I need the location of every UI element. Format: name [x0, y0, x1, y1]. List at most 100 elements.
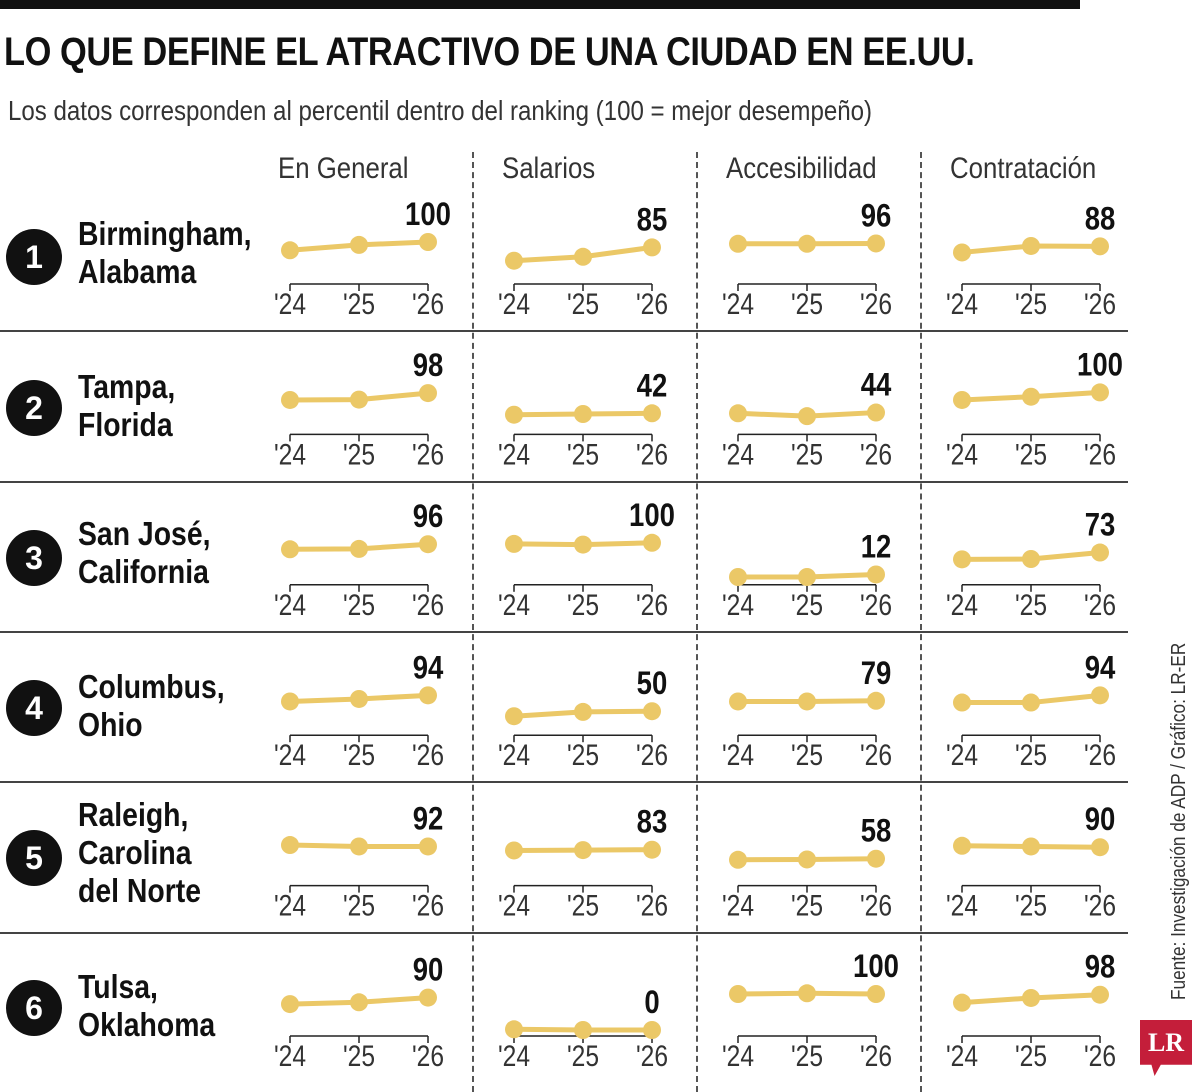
data-point: [798, 234, 816, 253]
data-label: 90: [1085, 802, 1116, 837]
column-header-accesibilidad: Accesibilidad: [726, 152, 877, 185]
x-tick-label: '24: [498, 888, 530, 922]
data-point: [798, 984, 816, 1003]
data-point: [729, 404, 747, 423]
page-title: LO QUE DEFINE EL ATRACTIVO DE UNA CIUDAD…: [4, 30, 975, 74]
x-tick-label: '26: [1084, 888, 1116, 922]
data-label: 12: [861, 530, 892, 565]
data-point: [1022, 550, 1040, 568]
data-label: 100: [629, 498, 675, 533]
data-point: [281, 836, 299, 855]
x-tick-label: '25: [567, 738, 599, 772]
x-tick-label: '24: [722, 888, 754, 922]
data-point: [867, 234, 885, 253]
data-point: [419, 535, 437, 554]
data-label: 98: [413, 348, 444, 383]
x-tick-label: '26: [636, 287, 668, 321]
data-point: [1022, 387, 1040, 406]
x-tick-label: '26: [860, 1039, 892, 1073]
row-divider: [0, 631, 1128, 633]
x-tick-label: '26: [412, 437, 444, 471]
data-label: 100: [1077, 348, 1123, 383]
x-tick-label: '24: [498, 1039, 530, 1073]
data-point: [505, 405, 523, 424]
x-tick-label: '26: [636, 738, 668, 772]
data-label: 58: [861, 814, 892, 849]
top-rule: [0, 0, 1080, 9]
x-tick-label: '24: [274, 738, 306, 772]
data-point: [798, 407, 816, 426]
city-name: Raleigh, Carolina del Norte: [78, 796, 202, 909]
x-tick-label: '26: [412, 1039, 444, 1073]
x-tick-label: '25: [567, 437, 599, 471]
data-label: 0: [644, 985, 659, 1020]
x-tick-label: '24: [498, 287, 530, 321]
data-point: [867, 403, 885, 422]
data-point: [574, 247, 592, 266]
x-tick-label: '24: [722, 437, 754, 471]
data-point: [953, 993, 971, 1012]
x-tick-label: '25: [343, 738, 375, 772]
data-point: [867, 565, 885, 584]
data-point: [643, 533, 661, 552]
data-point: [350, 993, 368, 1012]
data-label: 100: [853, 949, 899, 984]
x-tick-label: '26: [860, 888, 892, 922]
data-point: [505, 841, 523, 860]
x-tick-label: '26: [1084, 1039, 1116, 1073]
x-tick-label: '25: [343, 287, 375, 321]
x-tick-label: '25: [343, 888, 375, 922]
x-tick-label: '26: [412, 587, 444, 621]
data-point: [281, 995, 299, 1014]
column-header-general: En General: [278, 152, 409, 185]
data-point: [350, 837, 368, 856]
data-label: 94: [1085, 650, 1116, 685]
x-tick-label: '26: [412, 287, 444, 321]
data-point: [505, 707, 523, 726]
data-point: [574, 841, 592, 860]
x-tick-label: '25: [1015, 1039, 1047, 1073]
data-point: [419, 837, 437, 856]
x-tick-label: '25: [791, 1039, 823, 1073]
row-divider: [0, 330, 1128, 332]
data-label: 92: [413, 802, 444, 837]
data-point: [574, 405, 592, 423]
data-label: 83: [637, 805, 668, 840]
data-label: 90: [413, 953, 444, 988]
data-point: [574, 702, 592, 721]
x-tick-label: '25: [791, 437, 823, 471]
data-point: [1091, 383, 1109, 402]
data-point: [729, 568, 747, 586]
x-tick-label: '25: [567, 888, 599, 922]
data-point: [1022, 693, 1040, 712]
x-tick-label: '24: [498, 587, 530, 621]
x-tick-label: '24: [722, 738, 754, 772]
data-point: [505, 251, 523, 270]
data-point: [350, 390, 368, 409]
data-point: [643, 1021, 661, 1039]
data-point: [1091, 985, 1109, 1004]
city-name: Birmingham, Alabama: [78, 215, 252, 290]
data-point: [867, 849, 885, 868]
x-tick-label: '26: [860, 587, 892, 621]
x-tick-label: '26: [412, 888, 444, 922]
data-label: 44: [861, 368, 892, 403]
data-point: [1022, 236, 1040, 255]
data-label: 96: [861, 199, 892, 234]
data-label: 100: [405, 197, 451, 232]
data-point: [953, 243, 971, 262]
x-tick-label: '25: [791, 587, 823, 621]
column-divider: [920, 152, 922, 1092]
rank-badge: 5: [6, 830, 62, 886]
data-point: [1022, 837, 1040, 856]
data-label: 42: [637, 368, 668, 403]
data-point: [953, 550, 971, 569]
data-point: [798, 850, 816, 869]
data-point: [419, 686, 437, 705]
data-point: [729, 692, 747, 711]
rank-badge: 4: [6, 680, 62, 736]
x-tick-label: '24: [274, 437, 306, 471]
x-tick-label: '25: [567, 1039, 599, 1073]
x-tick-label: '24: [722, 287, 754, 321]
